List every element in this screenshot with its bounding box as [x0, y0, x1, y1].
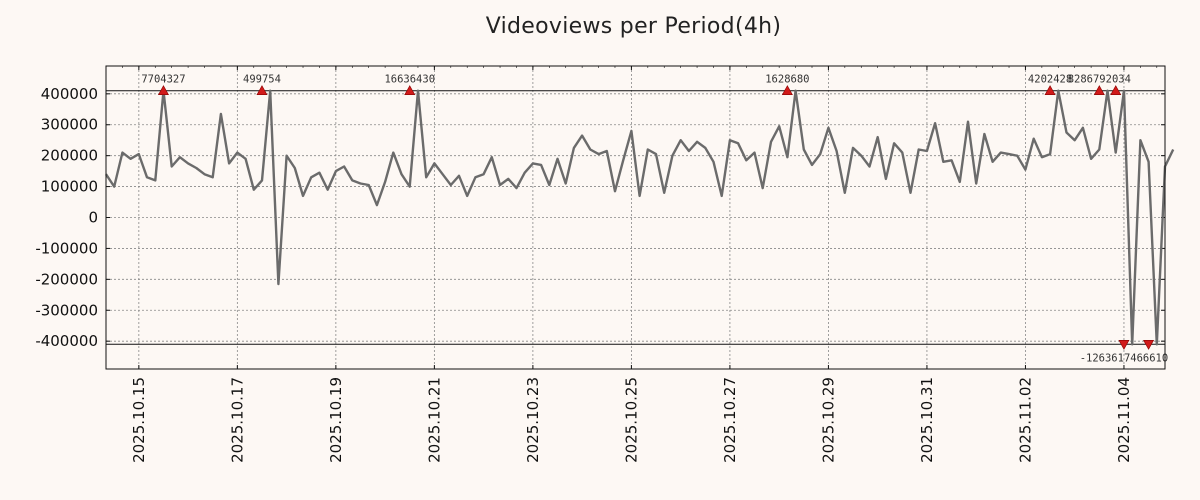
- peak-marker: [1118, 339, 1130, 350]
- peak-marker: [157, 85, 169, 96]
- x-tick-label: 2025.10.15: [130, 377, 148, 463]
- peak-marker: [256, 85, 268, 96]
- peak-marker: [404, 85, 416, 96]
- peak-label: 7704327: [141, 74, 185, 86]
- peak-label: 1628680: [765, 74, 809, 86]
- peak-marker: [781, 85, 793, 96]
- x-tick-label: 2025.10.25: [622, 377, 640, 463]
- y-tick-label: 300000: [41, 116, 98, 134]
- peak-label: 8286792034: [1068, 74, 1131, 86]
- x-tick-label: 2025.10.19: [327, 377, 345, 463]
- y-tick-label: -400000: [35, 332, 98, 350]
- peak-marker: [1143, 339, 1155, 350]
- peak-label: 4202428: [1028, 74, 1072, 86]
- y-tick-label: 200000: [41, 147, 98, 165]
- x-tick-label: 2025.10.21: [425, 377, 443, 463]
- x-tick-label: 2025.10.17: [228, 377, 246, 463]
- y-tick-label: 100000: [41, 178, 98, 196]
- x-tick-label: 2025.11.02: [1016, 377, 1034, 463]
- y-tick-label: -300000: [35, 301, 98, 319]
- x-tick-label: 2025.11.04: [1115, 377, 1133, 463]
- x-tick-label: 2025.10.29: [819, 377, 837, 463]
- peak-marker: [1044, 85, 1056, 96]
- y-tick-label: 400000: [41, 85, 98, 103]
- plot-frame: [105, 65, 1166, 370]
- peak-label: 499754: [243, 74, 281, 86]
- peak-marker: [1110, 85, 1122, 96]
- peak-label: -1263617466610: [1080, 352, 1169, 364]
- x-tick-label: 2025.10.31: [918, 377, 936, 463]
- series-line: [104, 89, 1175, 346]
- x-tick-label: 2025.10.23: [524, 377, 542, 463]
- y-tick-label: -200000: [35, 270, 98, 288]
- chart-title: Videoviews per Period(4h): [485, 14, 782, 39]
- y-tick-label: 0: [88, 209, 98, 227]
- y-tick-label: -100000: [35, 239, 98, 257]
- peak-marker: [1093, 85, 1105, 96]
- x-tick-label: 2025.10.27: [721, 377, 739, 463]
- peak-label: 16636430: [384, 74, 435, 86]
